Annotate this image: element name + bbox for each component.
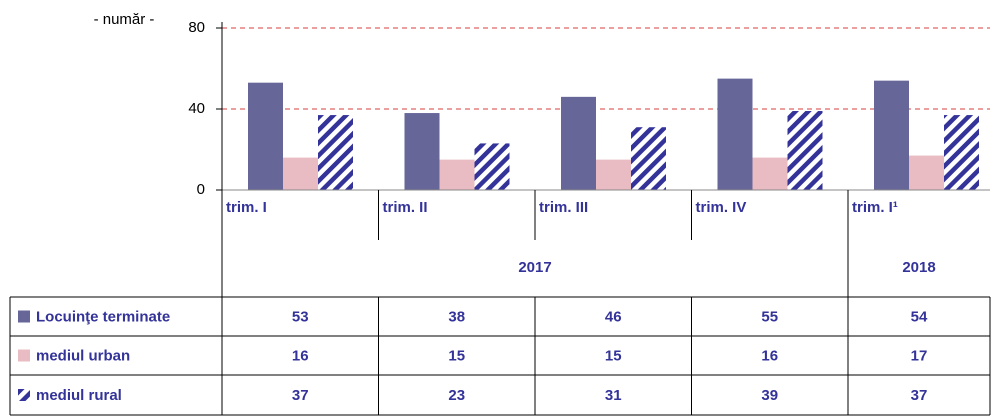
y-axis-label: - număr - [94,11,155,28]
table-cell: 17 [911,347,928,364]
legend-swatch [18,389,30,401]
group-label: 2018 [902,259,935,276]
x-tick-label: trim. I [226,199,267,216]
x-tick-label: trim. II [383,199,428,216]
table-cell: 16 [761,347,778,364]
legend-label: mediul rural [36,387,122,404]
x-tick-label: trim. IV [696,199,747,216]
bar [874,80,909,190]
table-cell: 55 [761,308,778,325]
table-cell: 54 [911,308,928,325]
table-cell: 38 [448,308,465,325]
table-cell: 39 [761,387,778,404]
table-cell: 37 [911,387,928,404]
bar [561,96,596,190]
bar [283,157,318,190]
table-cell: 37 [292,387,309,404]
bar [787,111,823,190]
legend-swatch [18,310,30,323]
bar [944,115,979,190]
bar [248,82,283,190]
legend-swatch [18,349,30,362]
table-cell: 46 [605,308,622,325]
table-cell: 16 [292,347,309,364]
y-tick-label: 40 [188,100,205,117]
bar [439,159,475,190]
bar [318,115,353,190]
bar [596,159,631,190]
table-cell: 15 [605,347,622,364]
table-cell: 53 [292,308,309,325]
table-cell: 23 [448,387,465,404]
x-tick-label: trim. III [539,199,588,216]
group-label: 2017 [518,259,551,276]
y-tick-label: 0 [197,181,205,198]
legend-label: mediul urban [36,347,130,364]
table-cell: 15 [448,347,465,364]
bar [909,155,944,190]
legend-label: Locuinţe terminate [36,308,170,325]
bar [404,113,440,190]
bar [717,78,753,190]
bar [474,143,510,190]
y-tick-label: 80 [188,19,205,36]
x-tick-label: trim. I¹ [852,199,898,216]
bar [752,157,788,190]
bar [631,127,666,190]
table-cell: 31 [605,387,622,404]
